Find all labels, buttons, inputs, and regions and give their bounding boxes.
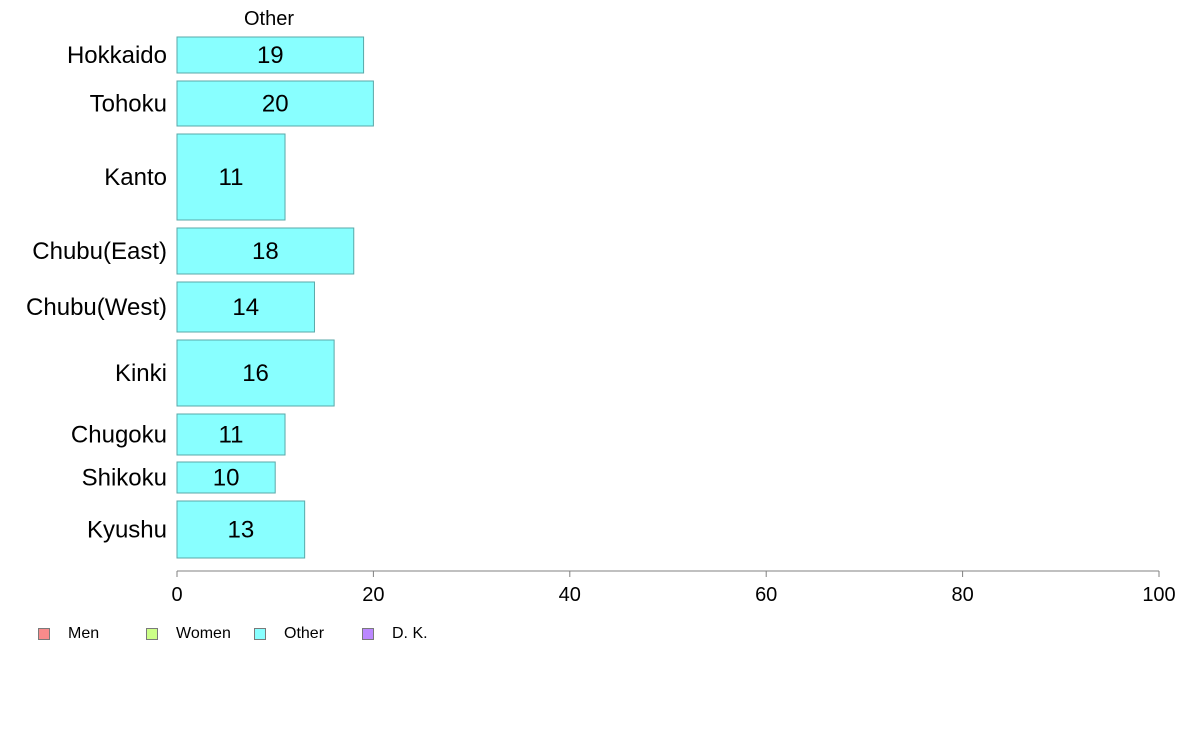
x-tick-label: 20 (362, 584, 384, 606)
legend-label: Other (284, 625, 325, 642)
category-label: Hokkaido (67, 42, 167, 69)
bar-kyushu (176, 500, 306, 559)
value-label: 19 (257, 42, 284, 69)
legend-swatch (362, 628, 374, 640)
value-label: 11 (219, 422, 244, 449)
bar-chubu-east (176, 227, 355, 275)
legend-item: D. K. (362, 625, 470, 643)
bar-kinki (176, 339, 335, 407)
category-label: Kanto (104, 164, 167, 191)
category-label: Chubu(East) (32, 238, 167, 265)
category-label: Tohoku (90, 91, 167, 118)
chart-title: Other (244, 8, 294, 30)
value-label: 16 (242, 360, 269, 387)
category-label: Chubu(West) (26, 294, 167, 321)
x-tick-label: 80 (951, 584, 973, 606)
category-label: Kinki (115, 360, 167, 387)
bar-kanto (176, 133, 286, 221)
bar-group: Hokkaido 19 Tohoku 20 Kanto 11 Chubu(East) 18 Ch… (26, 36, 374, 559)
legend-label: Women (176, 625, 231, 642)
x-tick-label: 40 (559, 584, 581, 606)
value-label: 11 (219, 164, 244, 191)
legend-swatch (38, 628, 50, 640)
category-label: Chugoku (71, 422, 167, 449)
value-label: 14 (232, 294, 259, 321)
x-tick-label: 0 (171, 584, 182, 606)
legend-swatch (146, 628, 158, 640)
bar-chugoku (176, 413, 286, 456)
x-tick-label: 100 (1142, 584, 1175, 606)
value-label: 20 (262, 91, 289, 118)
category-label: Kyushu (87, 517, 167, 544)
legend-swatch (254, 628, 266, 640)
x-tick-label: 60 (755, 584, 777, 606)
x-axis: 0 20 40 60 80 100 (171, 570, 1176, 606)
bar-tohoku (176, 80, 374, 127)
value-label: 10 (213, 465, 240, 492)
legend-item: Women (146, 625, 254, 643)
bar-shikoku (176, 461, 276, 494)
legend-item: Other (254, 625, 362, 643)
legend: Men Women Other D. K. (38, 625, 470, 643)
legend-label: Men (68, 625, 100, 642)
legend-label: D. K. (392, 625, 428, 642)
category-label: Shikoku (82, 465, 167, 492)
value-label: 18 (252, 238, 279, 265)
bar-chubu-west (176, 281, 315, 333)
value-label: 13 (227, 517, 254, 544)
bar-hokkaido (176, 36, 365, 74)
legend-item: Men (38, 625, 146, 643)
